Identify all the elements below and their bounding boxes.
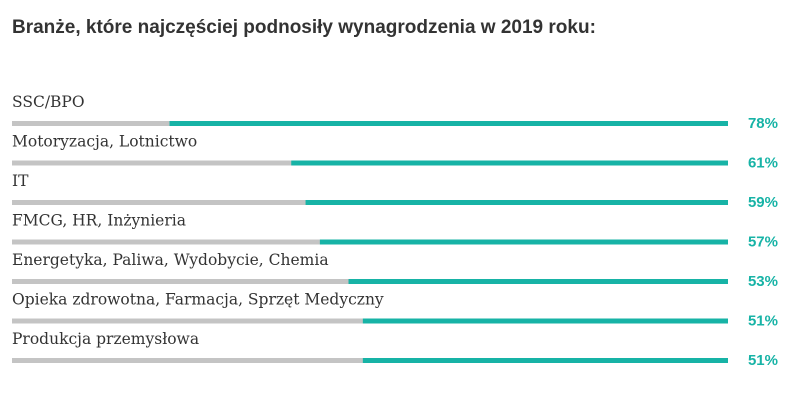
value-label: 61% [748,154,778,171]
category-label: Opieka zdrowotna, Farmacja, Sprzęt Medyc… [12,291,384,309]
bar [319,239,728,245]
chart-title: Branże, które najczęściej podnosiły wyna… [12,17,596,38]
category-label: FMCG, HR, Inżynieria [12,212,186,230]
category-label: IT [12,172,29,190]
category-label: Produkcja przemysłowa [12,330,199,348]
bar [291,160,728,166]
value-label: 59% [748,194,778,211]
bar [169,121,728,126]
bar [348,279,728,284]
category-label: SSC/BPO [12,93,85,111]
bar [305,200,728,205]
value-label: 51% [748,312,778,329]
category-label: Energetyka, Paliwa, Wydobycie, Chemia [12,251,329,269]
value-label: 53% [748,273,778,290]
bar [362,318,728,324]
value-label: 51% [748,352,778,369]
value-label: 57% [748,233,778,250]
value-label: 78% [748,115,778,132]
bar [362,358,728,363]
category-label: Motoryzacja, Lotnictwo [12,133,197,151]
